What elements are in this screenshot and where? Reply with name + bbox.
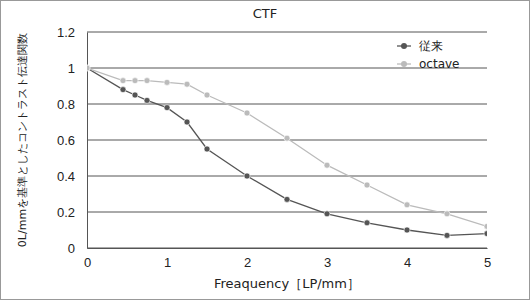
y-tick: 0.4	[57, 169, 87, 184]
x-tick-label: 0	[84, 255, 91, 270]
x-tick: 0	[84, 248, 91, 270]
chart-title: CTF	[253, 6, 278, 21]
y-tick: 1	[68, 61, 87, 76]
series-point	[444, 232, 450, 238]
series-point	[484, 223, 487, 229]
series-line	[87, 68, 487, 235]
series-point	[404, 202, 410, 208]
series-point	[144, 97, 150, 103]
series-point	[184, 81, 190, 87]
series-point	[164, 105, 170, 111]
x-axis-line	[88, 248, 488, 249]
legend-marker	[401, 43, 407, 49]
y-tick-label: 1	[68, 61, 75, 76]
series-point	[87, 65, 90, 71]
series-point	[132, 78, 138, 84]
x-tick-label: 2	[244, 255, 251, 270]
y-tick: 0.8	[57, 97, 87, 112]
plot-area: 0 0.2 0.4 0.6 0.8 1 1.2 0 1 2 3 4 5	[57, 25, 491, 271]
series-point	[364, 220, 370, 226]
series-point	[404, 227, 410, 233]
series-point	[324, 162, 330, 168]
legend-marker	[401, 61, 407, 67]
y-tick-label: 0.6	[57, 133, 75, 148]
y-tick-label: 0.2	[57, 205, 75, 220]
x-tick: 2	[244, 248, 251, 270]
series-point	[484, 231, 487, 237]
x-tick-label: 3	[324, 255, 331, 270]
y-axis-title: 0L/mmを基準としたコントラスト伝達関数	[16, 33, 29, 247]
x-tick-label: 1	[164, 255, 171, 270]
y-tick-label: 0.4	[57, 169, 75, 184]
y-tick: 0.6	[57, 133, 87, 148]
legend-item: 従来	[397, 39, 443, 53]
series-point	[244, 110, 250, 116]
series-point	[204, 146, 210, 152]
legend-label: 従来	[419, 39, 443, 53]
series-point	[284, 196, 290, 202]
grid-line	[87, 248, 487, 249]
y-tick: 0.2	[57, 205, 87, 220]
y-tick-label: 1.2	[57, 25, 75, 40]
x-axis: 0 1 2 3 4 5	[84, 248, 491, 270]
grid	[87, 32, 487, 248]
x-tick: 4	[404, 248, 411, 270]
series-point	[120, 87, 126, 93]
chart-border	[1, 1, 530, 300]
series-point	[120, 78, 126, 84]
y-tick: 1.2	[57, 25, 87, 40]
legend-label: octave	[419, 57, 459, 71]
series-point	[364, 182, 370, 188]
series-point	[87, 65, 90, 71]
x-tick: 1	[164, 248, 171, 270]
y-axis: 0 0.2 0.4 0.6 0.8 1 1.2	[57, 25, 88, 256]
grid-line	[87, 212, 487, 213]
chart: 0 0.2 0.4 0.6 0.8 1 1.2 0 1 2 3 4 5 CTF Freaquency［LP/…	[0, 0, 530, 300]
series-point	[204, 92, 210, 98]
marks	[87, 65, 487, 238]
x-tick: 3	[324, 248, 331, 270]
series-point	[144, 78, 150, 84]
legend: 従来 octave	[397, 39, 459, 71]
series-point	[244, 173, 250, 179]
grid-line	[87, 176, 487, 177]
series-point	[444, 211, 450, 217]
grid-line	[87, 32, 487, 33]
y-tick: 0	[68, 241, 87, 256]
x-tick: 5	[484, 248, 491, 270]
series-point	[164, 79, 170, 85]
x-axis-title: Freaquency［LP/mm］	[214, 276, 360, 291]
y-tick-label: 0	[68, 241, 75, 256]
series-point	[132, 92, 138, 98]
series-point	[184, 119, 190, 125]
series-point	[324, 211, 330, 217]
series-point	[284, 135, 290, 141]
legend-item: octave	[397, 57, 459, 71]
y-tick-label: 0.8	[57, 97, 75, 112]
x-tick-label: 4	[404, 255, 411, 270]
x-tick-label: 5	[484, 255, 491, 270]
series-line	[87, 68, 487, 226]
